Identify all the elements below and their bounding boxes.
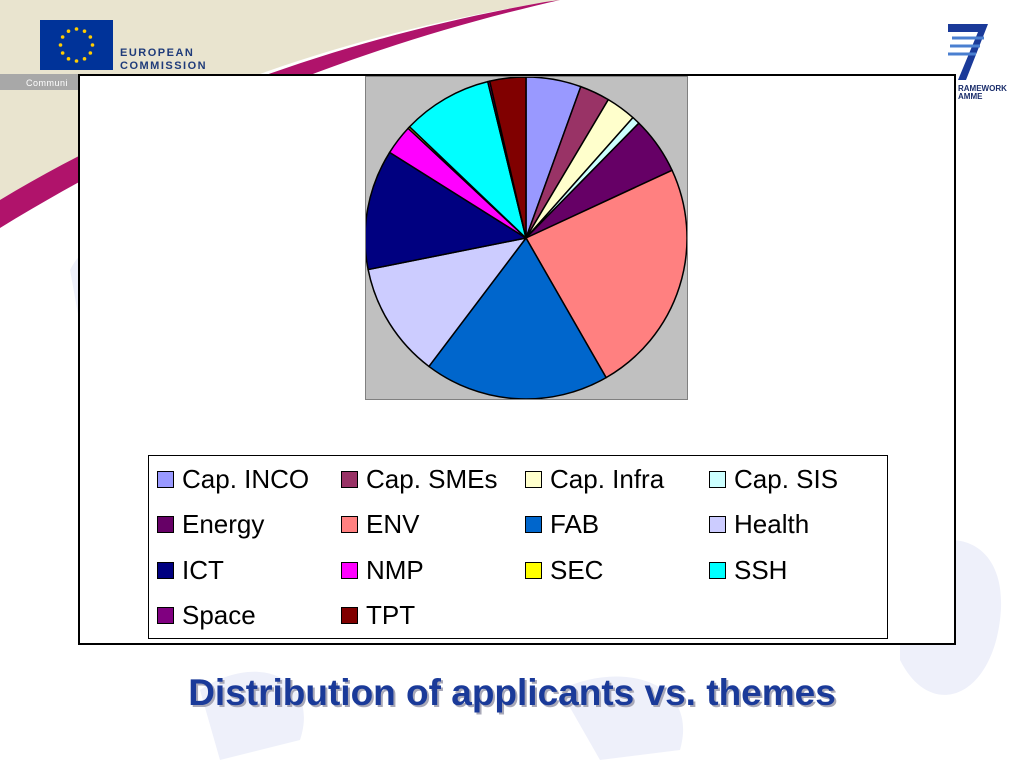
eu-stars-icon <box>58 27 95 63</box>
legend-label: TPT <box>366 599 416 630</box>
legend-swatch <box>341 606 358 624</box>
legend-swatch <box>157 606 174 624</box>
legend-swatch <box>157 515 174 533</box>
eu-logo-text-line2: COMMISSION <box>120 60 208 72</box>
chart-legend: Cap. INCO Cap. SMEs Cap. Infra Cap. SIS Ener… <box>148 455 888 639</box>
slide-title: Distribution of applicants vs. themes <box>188 672 836 713</box>
pie-slice-health <box>367 237 527 368</box>
pie-slice-fab <box>428 237 607 399</box>
eu-logo-text-line3: Communi <box>26 78 69 88</box>
legend-swatch <box>709 470 726 488</box>
chart-frame: Cap. INCO Cap. SMEs Cap. Infra Cap. SIS Ener… <box>78 74 956 645</box>
legend-item-ict: ICT <box>157 555 224 585</box>
legend-label: Cap. Infra <box>550 463 665 494</box>
legend-item-space: Space <box>157 600 256 630</box>
legend-label: ENV <box>366 508 420 539</box>
legend-swatch <box>341 470 358 488</box>
fp7-logo-text-line2: AMME <box>958 92 983 101</box>
legend-item-cap-infra: Cap. Infra <box>525 464 664 494</box>
header-grey-band <box>0 74 80 90</box>
legend-item-cap-smes: Cap. SMEs <box>341 464 498 494</box>
header-swoosh-beige <box>0 0 560 210</box>
eu-logo-text-line1: EUROPEAN <box>120 47 195 59</box>
legend-label: FAB <box>550 508 600 539</box>
pie-slice-env <box>525 169 687 379</box>
fp7-logo-text-line1: RAMEWORK <box>958 84 1007 93</box>
pie-slice-tpt <box>488 77 527 239</box>
fp7-logo-icon <box>948 24 988 80</box>
legend-item-ssh: SSH <box>709 555 787 585</box>
legend-item-cap-sis: Cap. SIS <box>709 464 838 494</box>
legend-label: Space <box>182 599 256 630</box>
legend-label: Health <box>734 508 810 539</box>
legend-item-env: ENV <box>341 509 419 539</box>
legend-swatch <box>157 470 174 488</box>
pie-slice-ict <box>366 151 527 271</box>
legend-swatch <box>525 515 542 533</box>
legend-swatch <box>157 561 174 579</box>
legend-label: Cap. SMEs <box>366 463 498 494</box>
legend-item-fab: FAB <box>525 509 599 539</box>
legend-label: Energy <box>182 508 265 539</box>
legend-item-tpt: TPT <box>341 600 415 630</box>
legend-swatch <box>341 515 358 533</box>
legend-label: SEC <box>550 554 604 585</box>
legend-label: SSH <box>734 554 788 585</box>
pie-chart <box>366 77 687 399</box>
legend-item-health: Health <box>709 509 809 539</box>
eu-flag-logo <box>40 20 113 70</box>
legend-item-nmp: NMP <box>341 555 424 585</box>
legend-swatch <box>709 561 726 579</box>
legend-swatch <box>709 515 726 533</box>
legend-item-energy: Energy <box>157 509 264 539</box>
legend-label: Cap. SIS <box>734 463 839 494</box>
legend-item-sec: SEC <box>525 555 603 585</box>
legend-label: Cap. INCO <box>182 463 310 494</box>
legend-item-cap-inco: Cap. INCO <box>157 464 309 494</box>
legend-label: ICT <box>182 554 224 585</box>
legend-swatch <box>525 561 542 579</box>
plot-area <box>365 76 688 400</box>
legend-swatch <box>525 470 542 488</box>
legend-label: NMP <box>366 554 424 585</box>
legend-swatch <box>341 561 358 579</box>
